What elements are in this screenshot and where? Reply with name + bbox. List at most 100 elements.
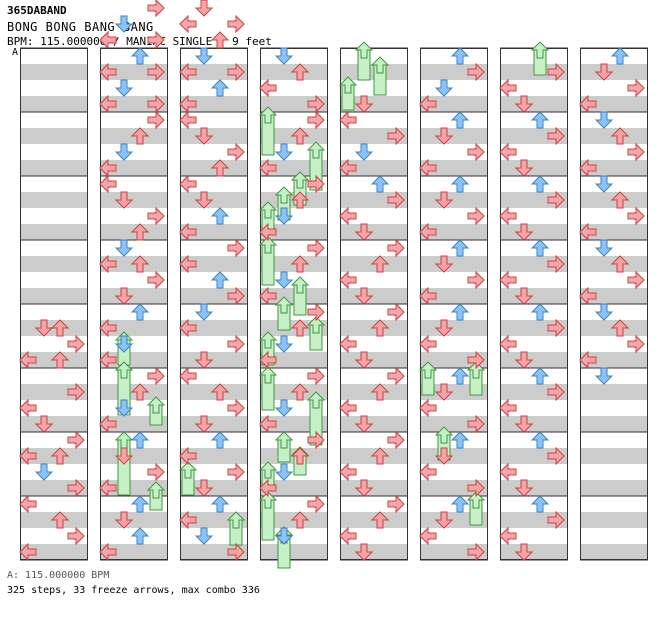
up-arrow-icon	[130, 303, 150, 321]
down-arrow-icon	[354, 479, 374, 497]
up-arrow-icon	[530, 367, 550, 385]
up-arrow-icon	[530, 431, 550, 449]
right-arrow-icon	[227, 142, 245, 162]
left-arrow-icon	[99, 542, 117, 562]
left-arrow-icon	[419, 158, 437, 178]
right-arrow-icon	[147, 462, 165, 482]
up-arrow-icon	[130, 383, 150, 401]
left-arrow-icon	[579, 158, 597, 178]
up-arrow-icon	[290, 511, 310, 529]
freeze-arrow	[258, 106, 278, 156]
left-arrow-icon	[419, 334, 437, 354]
left-arrow-icon	[579, 222, 597, 242]
up-arrow-icon	[130, 127, 150, 145]
left-arrow-icon	[19, 350, 37, 370]
down-arrow-icon	[514, 415, 534, 433]
right-arrow-icon	[307, 302, 325, 322]
right-arrow-icon	[147, 366, 165, 386]
down-arrow-icon	[514, 351, 534, 369]
right-arrow-icon	[67, 382, 85, 402]
freeze-arrow	[306, 391, 326, 446]
down-arrow-icon	[434, 127, 454, 145]
down-arrow-icon	[274, 271, 294, 289]
down-arrow-icon	[274, 143, 294, 161]
right-arrow-icon	[387, 494, 405, 514]
right-arrow-icon	[307, 174, 325, 194]
right-arrow-icon	[387, 238, 405, 258]
up-arrow-icon	[450, 239, 470, 257]
left-arrow-icon	[99, 350, 117, 370]
down-arrow-icon	[274, 47, 294, 65]
left-arrow-icon	[339, 526, 357, 546]
up-arrow-icon	[290, 383, 310, 401]
chart-column	[340, 47, 408, 561]
right-arrow-icon	[387, 302, 405, 322]
left-arrow-icon	[99, 62, 117, 82]
left-arrow-icon	[259, 78, 277, 98]
right-arrow-icon	[307, 494, 325, 514]
right-arrow-icon	[627, 142, 645, 162]
left-arrow-icon	[579, 94, 597, 114]
right-arrow-icon	[547, 126, 565, 146]
right-arrow-icon	[547, 190, 565, 210]
freeze-arrow	[274, 296, 294, 331]
right-arrow-icon	[547, 382, 565, 402]
up-arrow-icon	[50, 351, 70, 369]
down-arrow-icon	[434, 191, 454, 209]
left-arrow-icon	[499, 78, 517, 98]
down-arrow-icon	[194, 0, 214, 17]
left-arrow-icon	[99, 174, 117, 194]
freeze-arrow	[226, 511, 246, 546]
down-arrow-icon	[194, 351, 214, 369]
right-arrow-icon	[467, 142, 485, 162]
right-arrow-icon	[67, 526, 85, 546]
left-arrow-icon	[99, 30, 117, 50]
right-arrow-icon	[147, 0, 165, 18]
song-info: BPM: 115.000000 / MANIAC SINGLE / 9 feet	[7, 35, 272, 48]
down-arrow-icon	[274, 463, 294, 481]
freeze-arrow	[290, 276, 310, 316]
down-arrow-icon	[114, 287, 134, 305]
song-artist: 365DABAND	[7, 4, 67, 17]
freeze-arrow	[274, 431, 294, 463]
up-arrow-icon	[50, 511, 70, 529]
up-arrow-icon	[130, 431, 150, 449]
left-arrow-icon	[99, 158, 117, 178]
down-arrow-icon	[514, 479, 534, 497]
up-arrow-icon	[210, 383, 230, 401]
down-arrow-icon	[594, 63, 614, 81]
up-arrow-icon	[450, 431, 470, 449]
footer-stats: 325 steps, 33 freeze arrows, max combo 3…	[7, 585, 260, 596]
left-arrow-icon	[499, 270, 517, 290]
freeze-arrow	[338, 76, 358, 111]
up-arrow-icon	[50, 319, 70, 337]
down-arrow-icon	[274, 399, 294, 417]
up-arrow-icon	[130, 47, 150, 65]
right-arrow-icon	[227, 238, 245, 258]
up-arrow-icon	[450, 367, 470, 385]
freeze-arrow	[146, 481, 166, 511]
up-arrow-icon	[370, 175, 390, 193]
down-arrow-icon	[434, 319, 454, 337]
left-arrow-icon	[99, 478, 117, 498]
left-arrow-icon	[19, 494, 37, 514]
right-arrow-icon	[387, 430, 405, 450]
down-arrow-icon	[594, 239, 614, 257]
right-arrow-icon	[627, 78, 645, 98]
freeze-arrow	[354, 41, 374, 81]
chart-column	[420, 47, 488, 561]
left-arrow-icon	[419, 462, 437, 482]
left-arrow-icon	[259, 286, 277, 306]
down-arrow-icon	[114, 239, 134, 257]
down-arrow-icon	[434, 447, 454, 465]
right-arrow-icon	[467, 270, 485, 290]
up-arrow-icon	[210, 159, 230, 177]
down-arrow-icon	[354, 351, 374, 369]
chart-column	[20, 47, 88, 561]
right-arrow-icon	[547, 254, 565, 274]
down-arrow-icon	[114, 15, 134, 33]
down-arrow-icon	[114, 399, 134, 417]
right-arrow-icon	[307, 366, 325, 386]
left-arrow-icon	[339, 334, 357, 354]
left-arrow-icon	[179, 94, 197, 114]
